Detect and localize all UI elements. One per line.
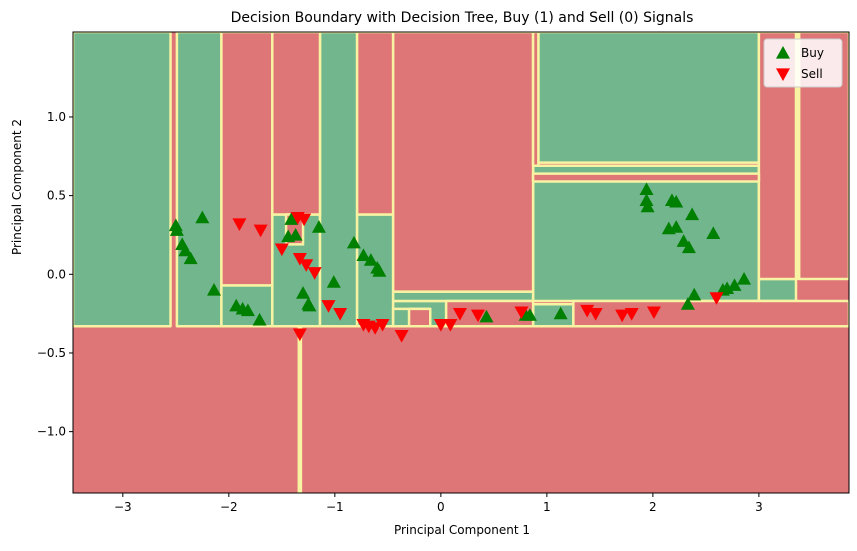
buy-point	[676, 234, 691, 247]
sell-point	[514, 306, 529, 320]
x-tick-label: 1	[543, 500, 551, 514]
buy-point	[240, 303, 255, 317]
sell-point	[368, 322, 383, 335]
buy-region	[757, 277, 798, 303]
buy-region	[73, 32, 172, 328]
buy-point	[195, 210, 210, 224]
x-tick-label: −2	[220, 500, 238, 514]
buy-point	[206, 283, 221, 296]
buy-point	[372, 264, 387, 277]
plot-frame	[72, 31, 850, 494]
scatter-points	[168, 182, 752, 343]
sell-region	[572, 299, 849, 328]
buy-point	[687, 287, 702, 301]
buy-point	[669, 194, 684, 208]
buy-point	[252, 312, 267, 326]
y-tick-label: 0.5	[47, 189, 66, 203]
sell-point	[709, 292, 724, 305]
sell-point	[443, 319, 458, 332]
sell-region	[391, 32, 535, 293]
legend-buy-label: Buy	[801, 46, 824, 60]
buy-point	[553, 306, 568, 320]
buy-point	[169, 223, 184, 236]
sell-point	[292, 328, 307, 342]
buy-point	[296, 286, 311, 299]
y-axis-label: Principal Component 2	[10, 119, 24, 255]
buy-point	[685, 207, 700, 221]
chart-title: Decision Boundary with Decision Tree, Bu…	[231, 10, 694, 26]
y-axis: −1.0 −0.5 0.0 0.5 1.0	[37, 110, 73, 439]
legend: Buy Sell	[763, 38, 843, 88]
buy-point	[727, 278, 742, 291]
buy-point	[284, 212, 299, 225]
buy-point	[640, 199, 655, 213]
sell-point	[333, 308, 348, 321]
buy-point	[681, 240, 696, 254]
buy-point	[639, 182, 654, 195]
buy-point	[737, 272, 752, 285]
x-tick-label: −1	[326, 500, 344, 514]
buy-point	[288, 227, 303, 241]
buy-region	[391, 290, 535, 303]
x-tick-label: −3	[114, 500, 132, 514]
buy-point	[302, 298, 317, 312]
legend-sell-label: Sell	[801, 67, 823, 81]
sell-point	[470, 309, 485, 323]
legend-sell-marker	[776, 68, 790, 81]
buy-point	[639, 193, 654, 206]
sell-region	[407, 307, 432, 328]
sell-region	[531, 32, 540, 167]
sell-point	[274, 243, 289, 257]
sell-point	[297, 213, 312, 227]
buy-region	[531, 302, 575, 328]
sell-region	[271, 32, 322, 216]
y-tick-label: 0.0	[47, 267, 66, 281]
sell-point	[646, 306, 661, 320]
sell-point	[615, 309, 630, 323]
sell-point	[375, 319, 390, 332]
x-axis: −3 −2 −1 0 1 2 3	[114, 493, 763, 514]
sell-point	[588, 308, 603, 321]
sell-point	[624, 308, 639, 321]
buy-point	[311, 220, 326, 233]
sell-region	[531, 172, 761, 183]
buy-point	[669, 220, 684, 233]
sell-point	[394, 330, 409, 343]
buy-point	[346, 235, 361, 249]
sell-point	[452, 308, 467, 321]
y-tick-label: 1.0	[47, 110, 66, 124]
buy-point	[522, 308, 537, 321]
sell-point	[299, 259, 314, 272]
buy-point	[183, 251, 198, 265]
sell-point	[321, 300, 336, 313]
buy-point	[479, 309, 494, 323]
legend-buy-marker	[776, 46, 790, 59]
y-tick-label: −0.5	[37, 346, 66, 360]
x-axis-label: Principal Component 1	[394, 523, 530, 537]
sell-point	[232, 218, 247, 231]
buy-point	[178, 243, 193, 257]
x-tick-label: 3	[755, 500, 763, 514]
sell-point	[433, 319, 448, 332]
decision-regions	[73, 32, 849, 493]
buy-point	[363, 253, 378, 266]
buy-point	[680, 297, 695, 310]
sell-point	[307, 267, 322, 280]
sell-region	[220, 32, 274, 287]
x-tick-label: 2	[649, 500, 657, 514]
buy-region	[318, 32, 359, 328]
sell-point	[253, 224, 268, 238]
buy-region	[175, 32, 223, 328]
sell-region	[355, 32, 395, 216]
buy-region	[297, 324, 303, 493]
y-tick-label: −1.0	[37, 425, 66, 439]
buy-region	[537, 32, 761, 164]
x-tick-label: 0	[437, 500, 445, 514]
buy-point	[326, 275, 341, 288]
buy-point	[706, 226, 721, 239]
buy-point	[356, 248, 371, 262]
